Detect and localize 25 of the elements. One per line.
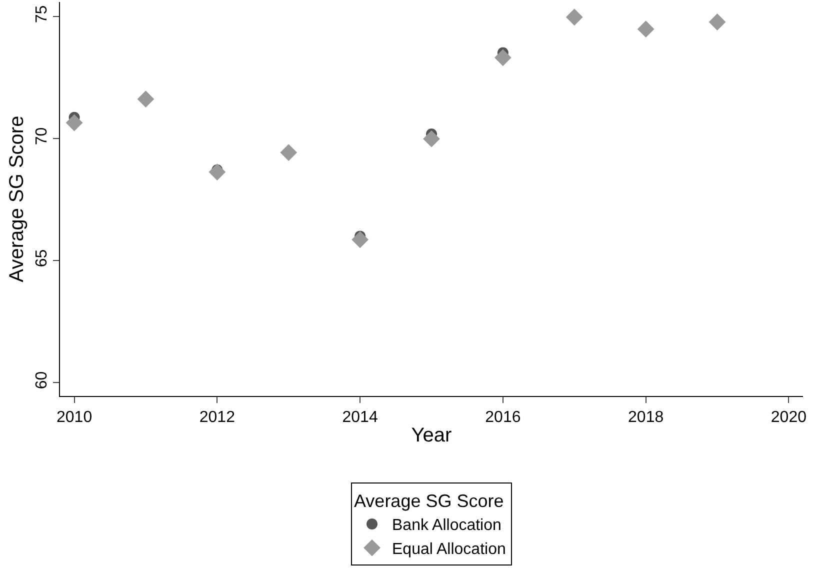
x-tick-label: 2016 — [485, 409, 521, 426]
point — [708, 14, 726, 30]
point — [280, 144, 298, 161]
x-tick-label: 2014 — [342, 409, 378, 426]
x-axis-title: Year — [411, 424, 452, 447]
point — [66, 114, 83, 132]
x-tick-label: 2010 — [56, 409, 92, 426]
point — [566, 8, 583, 26]
y-tick-label: 70 — [34, 127, 51, 146]
point — [494, 49, 512, 66]
legend-title: Average SG Score — [354, 491, 504, 512]
point — [137, 90, 154, 108]
legend-label: Bank Allocation — [392, 517, 502, 534]
y-tick-label: 75 — [34, 5, 51, 24]
point — [352, 231, 369, 248]
x-tick-label: 2012 — [199, 409, 236, 426]
x-tick-label: 2020 — [770, 409, 807, 426]
point — [637, 20, 654, 38]
x-tick-label: 2018 — [628, 409, 664, 426]
point — [208, 164, 226, 180]
y-tick-label: 60 — [34, 371, 51, 390]
y-axis-title: Average SG Score — [6, 116, 28, 282]
legend-label: Equal Allocation — [392, 541, 506, 558]
y-tick-label: 65 — [34, 249, 51, 268]
point — [423, 130, 440, 148]
